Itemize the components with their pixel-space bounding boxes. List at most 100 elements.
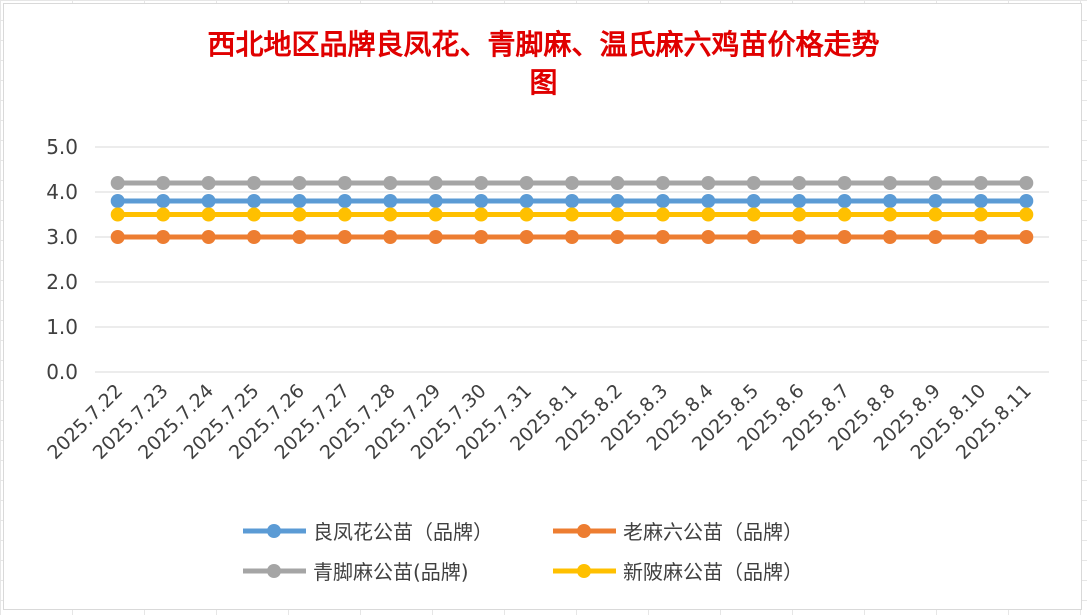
data-point [565, 207, 579, 222]
data-point [655, 176, 670, 190]
legend-label: 新陂麻公苗（品牌） [623, 560, 803, 584]
legend-label: 老麻六公苗（品牌） [623, 520, 803, 544]
data-point [837, 230, 852, 244]
data-point [746, 230, 761, 244]
y-tick-label: 0.0 [46, 360, 78, 384]
data-point [156, 194, 171, 208]
data-point [474, 230, 489, 244]
data-point [701, 207, 716, 222]
data-point [792, 176, 807, 190]
y-tick-label: 5.0 [46, 135, 78, 159]
data-point [792, 230, 807, 244]
data-point [292, 194, 307, 208]
y-tick-label: 1.0 [46, 315, 78, 339]
data-point [337, 230, 352, 244]
data-point [110, 176, 125, 190]
data-point [110, 194, 125, 208]
data-point [428, 176, 443, 190]
data-point [474, 176, 489, 190]
data-point [519, 176, 534, 190]
legend-marker [577, 564, 591, 578]
data-point [474, 207, 489, 222]
data-point [928, 230, 943, 244]
legend-marker [577, 524, 591, 538]
data-point [610, 207, 625, 222]
data-point [792, 207, 807, 222]
data-point [110, 230, 125, 244]
data-point [519, 194, 534, 208]
data-point [247, 176, 261, 190]
data-point [383, 207, 398, 222]
data-point [928, 194, 943, 208]
data-point [973, 230, 988, 244]
chart-area[interactable] [3, 3, 1082, 610]
data-point [292, 176, 307, 190]
data-point [701, 230, 716, 244]
data-point [883, 230, 897, 244]
data-point [837, 207, 852, 222]
data-point [928, 207, 943, 222]
data-point [428, 207, 443, 222]
chart-title-line-1: 西北地区品牌良凤花、青脚麻、温氏麻六鸡苗价格走势 [207, 28, 880, 61]
data-point [973, 194, 988, 208]
data-point [156, 230, 171, 244]
data-point [383, 230, 398, 244]
data-point [1019, 194, 1034, 208]
data-point [655, 230, 670, 244]
data-point [1019, 176, 1034, 190]
data-point [883, 207, 897, 222]
legend-label: 良凤花公苗（品牌） [313, 520, 493, 544]
data-point [519, 207, 534, 222]
data-point [701, 194, 716, 208]
data-point [837, 176, 852, 190]
data-point [565, 230, 579, 244]
data-point [247, 194, 261, 208]
data-point [883, 176, 897, 190]
data-point [474, 194, 489, 208]
chart-title-line-2: 图 [529, 66, 558, 99]
data-point [247, 207, 261, 222]
data-point [565, 176, 579, 190]
data-point [928, 176, 943, 190]
chart-title: 西北地区品牌良凤花、青脚麻、温氏麻六鸡苗价格走势 图 [0, 26, 1087, 102]
data-point [292, 230, 307, 244]
data-point [746, 176, 761, 190]
data-point [565, 194, 579, 208]
data-point [201, 194, 216, 208]
legend-label: 青脚麻公苗(品牌) [313, 560, 469, 584]
data-point [247, 230, 261, 244]
data-point [610, 176, 625, 190]
data-point [746, 194, 761, 208]
data-point [837, 194, 852, 208]
data-point [973, 176, 988, 190]
legend-marker [267, 524, 281, 538]
data-point [292, 207, 307, 222]
data-point [1019, 207, 1034, 222]
legend-marker [267, 564, 281, 578]
data-point [428, 230, 443, 244]
data-point [156, 176, 171, 190]
data-point [792, 194, 807, 208]
data-point [883, 194, 897, 208]
data-point [337, 207, 352, 222]
y-tick-label: 4.0 [46, 180, 78, 204]
data-point [201, 230, 216, 244]
data-point [383, 194, 398, 208]
data-point [383, 176, 398, 190]
data-point [610, 230, 625, 244]
data-point [428, 194, 443, 208]
data-point [110, 207, 125, 222]
data-point [337, 176, 352, 190]
data-point [519, 230, 534, 244]
data-point [655, 207, 670, 222]
data-point [701, 176, 716, 190]
y-tick-label: 2.0 [46, 270, 78, 294]
data-point [337, 194, 352, 208]
data-point [973, 207, 988, 222]
data-point [1019, 230, 1034, 244]
data-point [156, 207, 171, 222]
data-point [201, 176, 216, 190]
data-point [201, 207, 216, 222]
data-point [746, 207, 761, 222]
